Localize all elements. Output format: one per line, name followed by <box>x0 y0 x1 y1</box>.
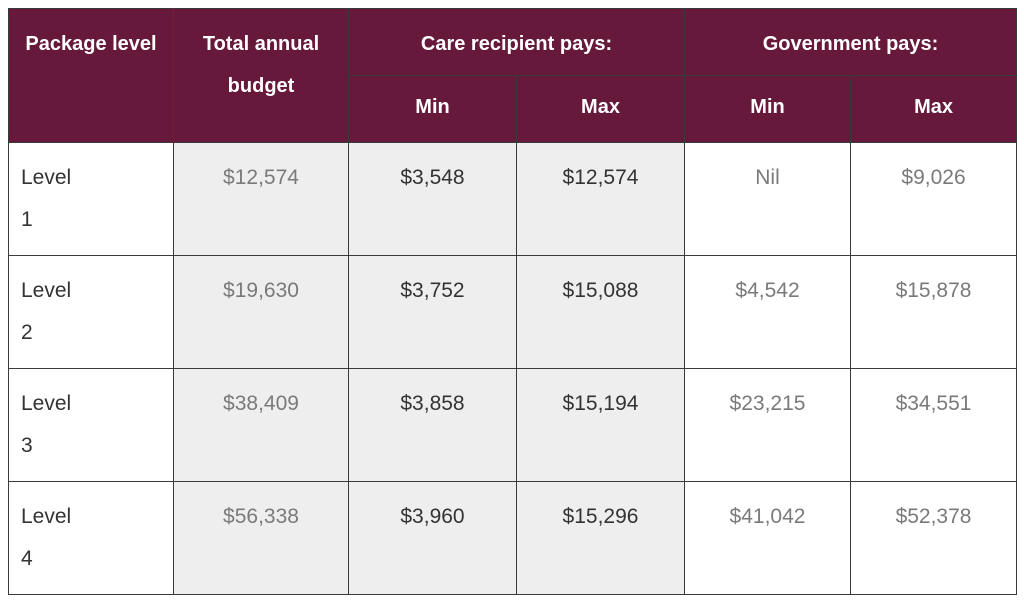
cell-total-budget: $19,630 <box>174 256 349 369</box>
cell-care-max: $15,088 <box>517 256 685 369</box>
cell-care-max: $15,194 <box>517 369 685 482</box>
cell-gov-min: $23,215 <box>685 369 851 482</box>
col-header-care-min: Min <box>349 76 517 143</box>
cell-care-max: $15,296 <box>517 482 685 595</box>
cell-total-budget: $38,409 <box>174 369 349 482</box>
level-text: Level <box>21 496 161 538</box>
cell-gov-max: $52,378 <box>851 482 1017 595</box>
cell-level: Level 2 <box>9 256 174 369</box>
col-header-care-max: Max <box>517 76 685 143</box>
table-row: Level 4 $56,338 $3,960 $15,296 $41,042 $… <box>9 482 1017 595</box>
cell-care-min: $3,752 <box>349 256 517 369</box>
level-text: Level <box>21 383 161 425</box>
col-header-government-group: Government pays: <box>685 9 1017 76</box>
col-header-total-budget: Total annual budget <box>174 9 349 143</box>
table-row: Level 2 $19,630 $3,752 $15,088 $4,542 $1… <box>9 256 1017 369</box>
level-text: Level <box>21 270 161 312</box>
cell-care-min: $3,548 <box>349 143 517 256</box>
cell-care-min: $3,960 <box>349 482 517 595</box>
cell-gov-max: $15,878 <box>851 256 1017 369</box>
cell-level: Level 3 <box>9 369 174 482</box>
cell-care-max: $12,574 <box>517 143 685 256</box>
table-row: Level 3 $38,409 $3,858 $15,194 $23,215 $… <box>9 369 1017 482</box>
cell-level: Level 4 <box>9 482 174 595</box>
col-header-package-level: Package level <box>9 9 174 143</box>
level-number: 2 <box>21 312 161 354</box>
cell-gov-max: $9,026 <box>851 143 1017 256</box>
package-budget-table: Package level Total annual budget Care r… <box>8 8 1017 595</box>
cell-total-budget: $56,338 <box>174 482 349 595</box>
package-budget-table-wrap: Package level Total annual budget Care r… <box>8 8 1016 595</box>
level-number: 3 <box>21 425 161 467</box>
table-row: Level 1 $12,574 $3,548 $12,574 Nil $9,02… <box>9 143 1017 256</box>
col-header-care-recipient-group: Care recipient pays: <box>349 9 685 76</box>
table-body: Level 1 $12,574 $3,548 $12,574 Nil $9,02… <box>9 143 1017 595</box>
cell-gov-min: $4,542 <box>685 256 851 369</box>
cell-gov-min: $41,042 <box>685 482 851 595</box>
cell-gov-max: $34,551 <box>851 369 1017 482</box>
level-text: Level <box>21 157 161 199</box>
cell-gov-min: Nil <box>685 143 851 256</box>
col-header-gov-max: Max <box>851 76 1017 143</box>
cell-total-budget: $12,574 <box>174 143 349 256</box>
cell-level: Level 1 <box>9 143 174 256</box>
level-number: 1 <box>21 199 161 241</box>
col-header-gov-min: Min <box>685 76 851 143</box>
level-number: 4 <box>21 538 161 580</box>
cell-care-min: $3,858 <box>349 369 517 482</box>
